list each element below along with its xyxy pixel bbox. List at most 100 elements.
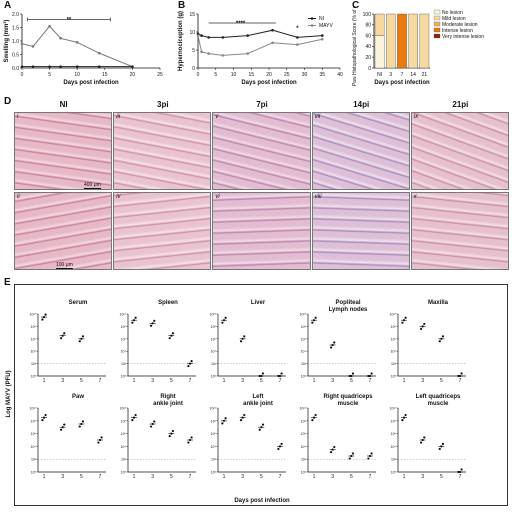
y-tick-label: 100	[363, 12, 372, 18]
x-tick-label: 35	[319, 72, 325, 78]
legend-swatch	[433, 9, 441, 15]
bar-segment	[419, 13, 430, 69]
data-point	[97, 441, 100, 444]
x-tick-label: 5	[350, 378, 353, 384]
y-tick-label: 10¹⁰	[30, 407, 37, 411]
x-tick-label: 15	[248, 72, 254, 78]
data-point	[131, 419, 134, 422]
y-tick-label: 10⁸	[211, 325, 217, 329]
series-0-point	[59, 37, 62, 40]
viral-load-subplot: 10¹⁰ 10⁸ 10⁶ 10⁴ 10² 10⁰ 1 3 5 7 Right quadricepsm…	[300, 394, 376, 480]
x-tick-label: 5	[214, 72, 217, 78]
data-point	[401, 419, 404, 422]
series-1-point	[296, 43, 299, 46]
x-tick-label: 3	[61, 378, 64, 384]
x-tick-label: 1	[313, 474, 316, 480]
legend-label: MAYV	[319, 23, 333, 29]
legend-swatch	[433, 33, 441, 39]
x-tick-label: 3	[331, 378, 334, 384]
data-point	[239, 419, 243, 422]
y-tick-label: 10⁴	[121, 445, 127, 449]
bar-segment	[408, 13, 418, 69]
data-point	[63, 332, 66, 335]
histology-image: ii	[14, 192, 113, 270]
histology-image-label: ii	[17, 194, 20, 200]
y-tick-label: 10⁸	[301, 325, 307, 329]
x-tick-label: 40	[337, 72, 343, 78]
data-point	[171, 429, 175, 433]
data-point	[153, 420, 156, 423]
legend-label: Intense lesion	[442, 28, 473, 34]
y-tick-label: 10⁴	[31, 445, 37, 449]
data-point	[404, 413, 407, 417]
y-axis-label: Swelling (mm³)	[3, 20, 10, 63]
y-tick-label: 2.0	[12, 12, 19, 18]
y-tick-label: 10⁴	[391, 350, 397, 354]
x-tick-label: 3	[421, 378, 424, 384]
legend-label: NI	[319, 16, 324, 22]
data-point	[149, 425, 153, 428]
x-tick-label: 7	[369, 378, 372, 384]
data-point	[351, 452, 355, 455]
data-point	[401, 321, 404, 324]
data-point	[280, 442, 283, 445]
x-tick-label: NI	[377, 72, 382, 78]
x-tick-label: 0	[21, 72, 24, 78]
y-tick-label: 10⁴	[121, 350, 127, 354]
x-tick-label: 3	[151, 378, 154, 384]
bar-segment	[386, 13, 396, 69]
x-tick-label: 5	[440, 474, 443, 480]
data-point	[100, 436, 103, 439]
y-tick-label: 10⁰	[391, 375, 397, 379]
subplot-title: Spleen	[158, 300, 178, 306]
legend-label: Moderate lesion	[442, 22, 478, 28]
histology-image-label: ix	[413, 114, 419, 120]
series-0-point	[221, 36, 225, 39]
data-point	[314, 413, 317, 417]
data-point	[314, 316, 317, 319]
histology-column-label: 3pi	[157, 100, 169, 109]
y-tick-label: 10⁶	[211, 432, 217, 436]
y-tick-label: 10²	[391, 458, 397, 462]
bar-segment	[397, 13, 407, 69]
histology-image-label: iv	[116, 194, 121, 200]
histology-image-label: iii	[116, 114, 121, 120]
y-tick-label: 10	[189, 30, 195, 36]
series-0-point	[296, 36, 299, 39]
y-tick-label: 0	[192, 66, 195, 72]
series-0-point	[200, 34, 203, 37]
y-tick-label: 10¹⁰	[120, 313, 127, 317]
subplot-title: Paw	[72, 394, 84, 400]
series-0-point	[48, 24, 51, 28]
chart-e-viral-load: Log MAYV (PFU) Days post infection 10¹⁰ 10⁸…	[6, 300, 466, 504]
x-tick-label: 20	[130, 72, 136, 78]
series-1-point	[200, 50, 203, 54]
x-axis-label: Days post infection	[63, 80, 119, 86]
y-tick-label: 10⁸	[121, 325, 127, 329]
data-point	[190, 360, 193, 363]
series-1-point	[207, 52, 210, 55]
y-tick-label: 10²	[31, 362, 37, 366]
y-tick-label: 10⁴	[391, 445, 397, 449]
y-tick-label: 10²	[31, 458, 37, 462]
x-tick-label: 5	[260, 378, 263, 384]
viral-load-subplot: 10¹⁰ 10⁸ 10⁶ 10⁴ 10² 10⁰ 1 3 5 7 Spleen	[120, 300, 196, 384]
histology-image: x	[410, 192, 509, 270]
series-1-point	[31, 65, 35, 68]
data-point	[171, 332, 175, 335]
data-point	[44, 313, 47, 316]
series-1-point	[97, 65, 101, 68]
significance-label: *	[296, 26, 299, 32]
data-point	[441, 335, 445, 338]
x-tick-label: 20	[266, 72, 272, 78]
y-tick-label: 10⁰	[391, 471, 397, 475]
subplot-title: Right quadriceps	[323, 394, 373, 400]
x-tick-label: 1	[43, 474, 46, 480]
histology-image-label: x	[413, 194, 417, 200]
x-tick-label: 3	[151, 474, 154, 480]
histology-image: vi	[212, 192, 311, 270]
significance-label: **	[67, 17, 72, 23]
y-tick-label: 10⁰	[211, 471, 217, 475]
